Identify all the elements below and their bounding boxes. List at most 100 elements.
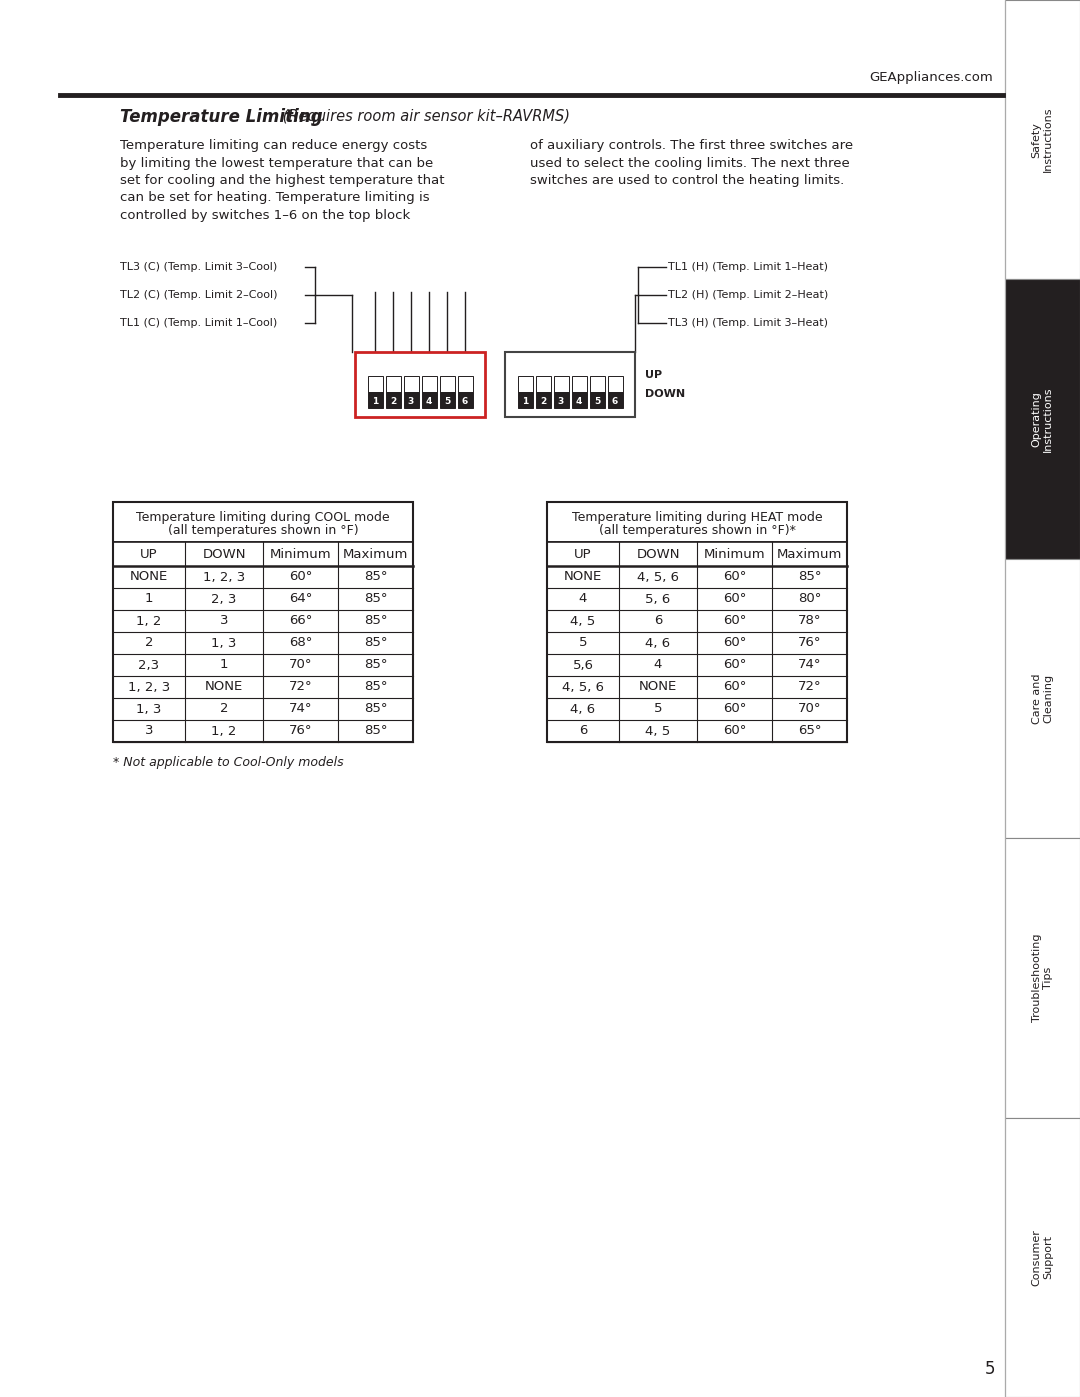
- Text: can be set for heating. Temperature limiting is: can be set for heating. Temperature limi…: [120, 191, 430, 204]
- Text: 1: 1: [522, 397, 528, 405]
- Text: UP: UP: [645, 370, 662, 380]
- Text: 78°: 78°: [798, 615, 821, 627]
- Text: 2: 2: [145, 637, 153, 650]
- Text: Safety
Instructions: Safety Instructions: [1031, 108, 1053, 172]
- Text: 60°: 60°: [723, 570, 746, 584]
- Text: 4, 5, 6: 4, 5, 6: [637, 570, 679, 584]
- Bar: [355, 352, 485, 416]
- Text: 5: 5: [985, 1361, 995, 1377]
- Text: Temperature limiting during HEAT mode: Temperature limiting during HEAT mode: [571, 511, 822, 524]
- Text: TL3 (H) (Temp. Limit 3–Heat): TL3 (H) (Temp. Limit 3–Heat): [669, 319, 828, 328]
- Text: 60°: 60°: [723, 680, 746, 693]
- Bar: [505, 352, 635, 416]
- Text: 85°: 85°: [364, 637, 388, 650]
- Text: of auxiliary controls. The first three switches are: of auxiliary controls. The first three s…: [530, 138, 853, 152]
- Text: 1: 1: [219, 658, 228, 672]
- Text: 1: 1: [145, 592, 153, 605]
- Text: 4: 4: [653, 658, 662, 672]
- Text: 5,6: 5,6: [572, 658, 594, 672]
- Text: 76°: 76°: [288, 725, 312, 738]
- Text: (Requires room air sensor kit–RAVRMS): (Requires room air sensor kit–RAVRMS): [278, 109, 570, 124]
- Text: switches are used to control the heating limits.: switches are used to control the heating…: [530, 175, 845, 187]
- Text: 85°: 85°: [364, 680, 388, 693]
- Text: 3: 3: [219, 615, 228, 627]
- Bar: [571, 376, 586, 393]
- Text: NONE: NONE: [564, 570, 603, 584]
- Text: 1, 3: 1, 3: [212, 637, 237, 650]
- Text: TL2 (H) (Temp. Limit 2–Heat): TL2 (H) (Temp. Limit 2–Heat): [669, 291, 828, 300]
- Text: NONE: NONE: [130, 570, 168, 584]
- Bar: [546, 502, 847, 542]
- Text: 74°: 74°: [288, 703, 312, 715]
- Text: 4: 4: [426, 397, 432, 405]
- Text: 2, 3: 2, 3: [212, 592, 237, 605]
- Text: 4, 5: 4, 5: [570, 615, 596, 627]
- Text: 60°: 60°: [723, 725, 746, 738]
- Text: 5: 5: [579, 637, 588, 650]
- Bar: [113, 542, 413, 566]
- Text: Operating
Instructions: Operating Instructions: [1031, 387, 1053, 451]
- Bar: [404, 376, 419, 393]
- Text: 76°: 76°: [798, 637, 821, 650]
- Text: 5: 5: [594, 397, 600, 405]
- Text: 72°: 72°: [288, 680, 312, 693]
- Text: 2: 2: [219, 703, 228, 715]
- Text: UP: UP: [575, 548, 592, 560]
- Text: by limiting the lowest temperature that can be: by limiting the lowest temperature that …: [120, 156, 433, 169]
- Text: 2: 2: [540, 397, 546, 405]
- Bar: [607, 393, 622, 408]
- Text: 6: 6: [612, 397, 618, 405]
- Text: DOWN: DOWN: [645, 390, 685, 400]
- Text: 6: 6: [653, 615, 662, 627]
- Text: 85°: 85°: [364, 658, 388, 672]
- Bar: [546, 502, 847, 742]
- Text: TL2 (C) (Temp. Limit 2–Cool): TL2 (C) (Temp. Limit 2–Cool): [120, 291, 278, 300]
- Bar: [1005, 559, 1080, 838]
- Text: 85°: 85°: [364, 615, 388, 627]
- Text: 5: 5: [444, 397, 450, 405]
- Text: UP: UP: [140, 548, 158, 560]
- Bar: [421, 393, 436, 408]
- Text: 60°: 60°: [723, 658, 746, 672]
- Text: 72°: 72°: [798, 680, 821, 693]
- Text: set for cooling and the highest temperature that: set for cooling and the highest temperat…: [120, 175, 445, 187]
- Text: 1: 1: [372, 397, 378, 405]
- Text: 6: 6: [579, 725, 588, 738]
- Bar: [113, 502, 413, 742]
- Text: 1, 2: 1, 2: [136, 615, 162, 627]
- Bar: [607, 376, 622, 393]
- Bar: [517, 393, 532, 408]
- Bar: [546, 542, 847, 566]
- Text: 60°: 60°: [723, 637, 746, 650]
- Text: 4, 5: 4, 5: [646, 725, 671, 738]
- Text: 3: 3: [145, 725, 153, 738]
- Text: 4, 6: 4, 6: [646, 637, 671, 650]
- Text: 74°: 74°: [798, 658, 821, 672]
- Text: 2: 2: [390, 397, 396, 405]
- Text: 60°: 60°: [723, 615, 746, 627]
- Text: Temperature limiting during COOL mode: Temperature limiting during COOL mode: [136, 511, 390, 524]
- Bar: [1005, 838, 1080, 1118]
- Text: 60°: 60°: [723, 592, 746, 605]
- Text: Maximum: Maximum: [342, 548, 408, 560]
- Text: 3: 3: [408, 397, 414, 405]
- Bar: [386, 376, 401, 393]
- Text: 60°: 60°: [723, 703, 746, 715]
- Text: 85°: 85°: [364, 725, 388, 738]
- Text: GEAppliances.com: GEAppliances.com: [869, 70, 993, 84]
- Text: Temperature Limiting: Temperature Limiting: [120, 108, 323, 126]
- Bar: [440, 376, 455, 393]
- Bar: [367, 376, 382, 393]
- Text: 1, 2, 3: 1, 2, 3: [127, 680, 171, 693]
- Bar: [1005, 0, 1080, 279]
- Text: 70°: 70°: [798, 703, 821, 715]
- Text: 65°: 65°: [798, 725, 821, 738]
- Text: Minimum: Minimum: [270, 548, 332, 560]
- Text: 1, 2: 1, 2: [212, 725, 237, 738]
- Text: Care and
Cleaning: Care and Cleaning: [1031, 673, 1053, 724]
- Bar: [404, 393, 419, 408]
- Text: 85°: 85°: [364, 703, 388, 715]
- Text: Temperature limiting can reduce energy costs: Temperature limiting can reduce energy c…: [120, 138, 428, 152]
- Text: 4, 5, 6: 4, 5, 6: [562, 680, 604, 693]
- Bar: [554, 393, 568, 408]
